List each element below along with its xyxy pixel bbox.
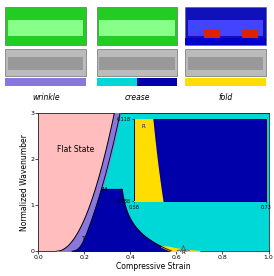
Bar bbox=[5, 78, 86, 86]
Text: crease: crease bbox=[124, 93, 150, 102]
Text: M: M bbox=[101, 187, 107, 192]
Bar bbox=[99, 57, 175, 70]
Y-axis label: Normalized Wavenumber: Normalized Wavenumber bbox=[20, 134, 29, 230]
Text: T: T bbox=[82, 236, 86, 241]
X-axis label: Compressive Strain: Compressive Strain bbox=[116, 262, 191, 271]
Bar bbox=[5, 7, 86, 45]
Text: Ruga Phase Diagram: Ruga Phase Diagram bbox=[141, 125, 222, 133]
Bar bbox=[5, 49, 86, 76]
Text: R: R bbox=[141, 124, 145, 129]
Text: fold: fold bbox=[218, 93, 233, 102]
Text: Flat State: Flat State bbox=[57, 145, 94, 155]
Text: wrinkle: wrinkle bbox=[32, 93, 59, 102]
Bar bbox=[204, 30, 220, 41]
Bar bbox=[137, 78, 177, 86]
Text: R: R bbox=[181, 251, 185, 256]
Bar bbox=[185, 7, 266, 45]
Bar bbox=[97, 78, 137, 86]
Bar bbox=[188, 57, 263, 70]
Bar bbox=[97, 49, 177, 76]
Bar bbox=[185, 49, 266, 76]
Bar bbox=[97, 7, 177, 45]
Bar bbox=[185, 38, 266, 45]
Bar bbox=[188, 20, 263, 36]
Bar bbox=[99, 20, 175, 36]
Bar bbox=[185, 78, 266, 86]
Bar bbox=[8, 57, 83, 70]
Ellipse shape bbox=[177, 250, 190, 251]
Bar bbox=[242, 30, 258, 41]
Bar bbox=[8, 20, 83, 36]
